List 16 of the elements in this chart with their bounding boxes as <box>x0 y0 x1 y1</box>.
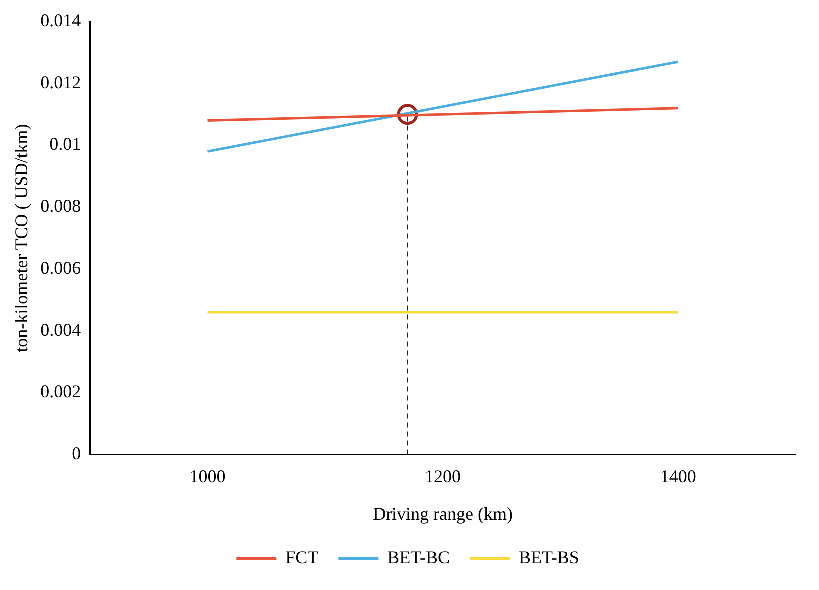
y-tick-label: 0.01 <box>50 134 82 154</box>
legend-label: FCT <box>286 548 319 568</box>
y-tick-label: 0.008 <box>40 196 82 216</box>
x-axis-title: Driving range (km) <box>373 504 514 524</box>
x-tick-label: 1400 <box>660 466 696 486</box>
y-tick-label: 0 <box>72 444 82 464</box>
x-tick-label: 1200 <box>425 466 462 486</box>
y-tick-label: 0.006 <box>40 258 82 278</box>
legend-label: BET-BC <box>388 548 450 568</box>
y-tick-label: 0.014 <box>40 10 82 31</box>
legend-label: BET-BS <box>519 548 580 568</box>
y-axis-title: ton-kilometer TCO ( USD/tkm) <box>12 124 32 352</box>
y-tick-label: 0.002 <box>40 382 82 402</box>
y-tick-label: 0.004 <box>40 320 82 340</box>
y-tick-label: 0.012 <box>40 72 82 92</box>
x-tick-label: 1000 <box>190 466 226 486</box>
